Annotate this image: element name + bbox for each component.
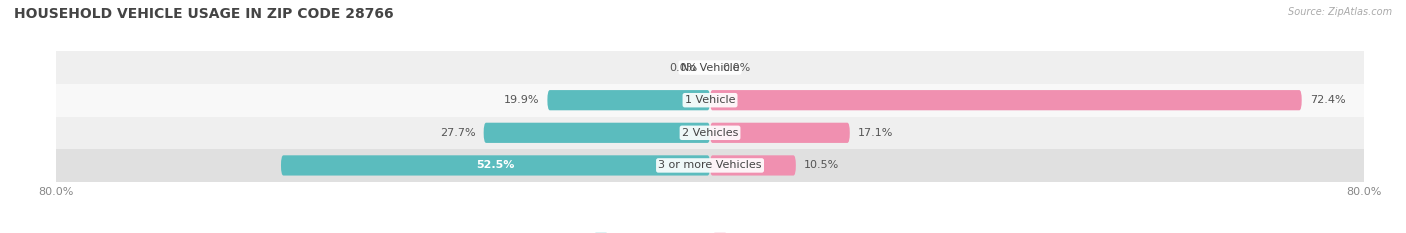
Text: 19.9%: 19.9% <box>503 95 540 105</box>
FancyBboxPatch shape <box>547 90 710 110</box>
Legend: Owner-occupied, Renter-occupied: Owner-occupied, Renter-occupied <box>591 229 830 233</box>
Text: 0.0%: 0.0% <box>669 63 697 72</box>
Text: 1 Vehicle: 1 Vehicle <box>685 95 735 105</box>
Text: No Vehicle: No Vehicle <box>681 63 740 72</box>
Text: 2 Vehicles: 2 Vehicles <box>682 128 738 138</box>
Bar <box>56 84 1364 116</box>
Text: 0.0%: 0.0% <box>723 63 751 72</box>
Text: 10.5%: 10.5% <box>804 161 839 170</box>
Bar <box>56 149 1364 182</box>
FancyBboxPatch shape <box>710 155 796 175</box>
Text: 3 or more Vehicles: 3 or more Vehicles <box>658 161 762 170</box>
Text: 27.7%: 27.7% <box>440 128 475 138</box>
FancyBboxPatch shape <box>710 90 1302 110</box>
FancyBboxPatch shape <box>281 155 710 175</box>
Text: 52.5%: 52.5% <box>477 161 515 170</box>
Bar <box>56 116 1364 149</box>
Text: HOUSEHOLD VEHICLE USAGE IN ZIP CODE 28766: HOUSEHOLD VEHICLE USAGE IN ZIP CODE 2876… <box>14 7 394 21</box>
Text: 17.1%: 17.1% <box>858 128 893 138</box>
FancyBboxPatch shape <box>484 123 710 143</box>
FancyBboxPatch shape <box>710 123 849 143</box>
Bar <box>56 51 1364 84</box>
Text: 72.4%: 72.4% <box>1310 95 1346 105</box>
Text: Source: ZipAtlas.com: Source: ZipAtlas.com <box>1288 7 1392 17</box>
